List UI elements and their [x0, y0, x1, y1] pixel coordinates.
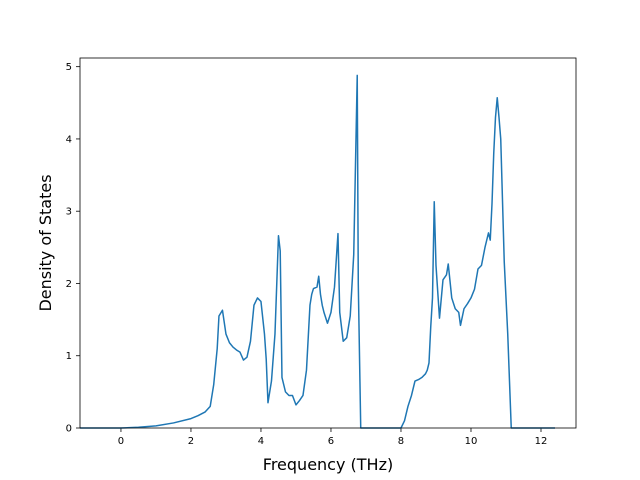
x-axis-ticks: 0 2 4 6 8 10 12	[118, 428, 548, 447]
y-tick-label: 1	[66, 351, 72, 362]
x-tick-label: 10	[465, 436, 478, 447]
y-tick-label: 5	[66, 62, 72, 73]
y-axis-title: Density of States	[36, 174, 55, 311]
x-tick-label: 2	[188, 436, 194, 447]
y-tick-label: 3	[66, 207, 72, 218]
x-tick-label: 6	[328, 436, 334, 447]
x-tick-label: 4	[258, 436, 264, 447]
x-tick-label: 0	[118, 436, 124, 447]
plot-area	[80, 58, 576, 428]
y-tick-label: 2	[66, 279, 72, 290]
x-tick-label: 12	[535, 436, 548, 447]
y-axis-ticks: 0 1 2 3 4 5	[66, 62, 80, 435]
dos-series-line	[80, 74, 555, 429]
y-tick-label: 0	[66, 424, 72, 435]
x-axis-title: Frequency (THz)	[263, 455, 393, 474]
x-tick-label: 8	[398, 436, 404, 447]
y-tick-label: 4	[66, 134, 72, 145]
axes-frame	[79, 57, 577, 429]
